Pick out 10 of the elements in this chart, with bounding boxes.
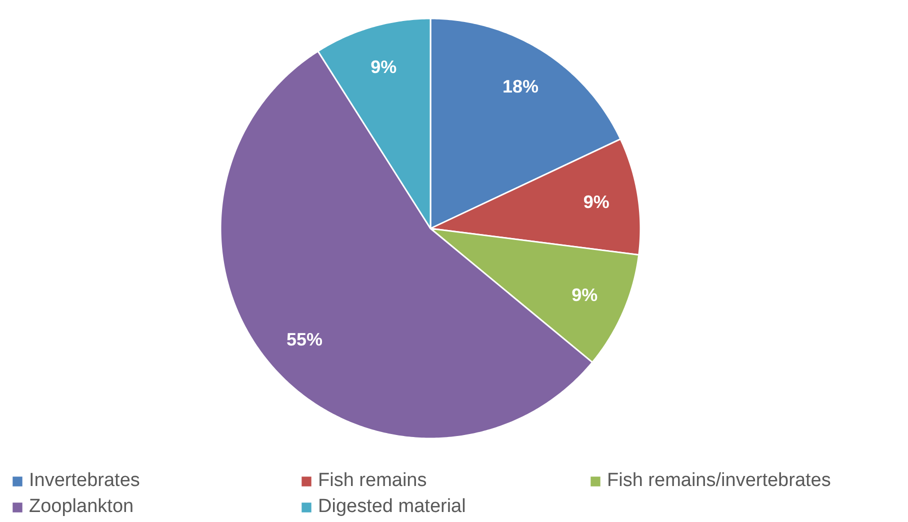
legend-label: Fish remains/invertebrates xyxy=(607,469,832,493)
legend-label: Invertebrates xyxy=(29,469,141,493)
legend-label: Fish remains xyxy=(318,469,428,493)
data-label: 18% xyxy=(502,76,539,97)
data-label: 9% xyxy=(583,192,610,212)
data-label: 9% xyxy=(572,285,598,306)
data-label: 9% xyxy=(370,57,397,78)
data-label: 55% xyxy=(286,330,322,350)
legend-label: Zooplankton xyxy=(29,495,135,519)
legend-label: Digested material xyxy=(318,495,467,519)
